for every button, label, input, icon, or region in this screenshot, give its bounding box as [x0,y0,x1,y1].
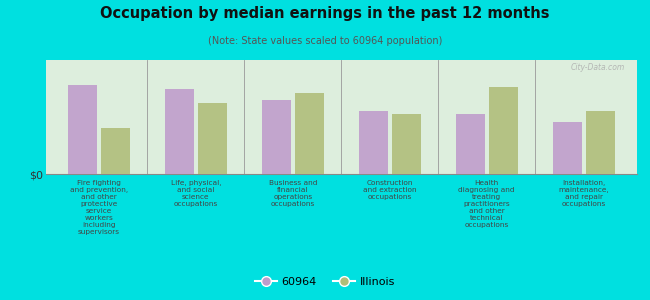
Text: City-Data.com: City-Data.com [571,63,625,72]
Bar [489,87,518,174]
Text: Business and
financial
operations
occupations: Business and financial operations occupa… [268,180,317,207]
Text: Life, physical,
and social
science
occupations: Life, physical, and social science occup… [170,180,221,207]
Text: Installation,
maintenance,
and repair
occupations: Installation, maintenance, and repair oc… [558,180,609,207]
Text: Health
diagnosing and
treating
practitioners
and other
technical
occupations: Health diagnosing and treating practitio… [458,180,515,228]
Bar [101,128,130,174]
Text: Occupation by median earnings in the past 12 months: Occupation by median earnings in the pas… [100,6,550,21]
Bar [294,93,324,174]
Bar [164,89,194,174]
Bar [262,100,291,174]
Bar [392,114,421,174]
Bar [456,114,485,174]
Text: (Note: State values scaled to 60964 population): (Note: State values scaled to 60964 popu… [208,36,442,46]
Bar [198,103,227,174]
Text: Construction
and extraction
occupations: Construction and extraction occupations [363,180,417,200]
Bar [586,111,615,174]
Legend: 60964, Illinois: 60964, Illinois [250,273,400,291]
Text: Fire fighting
and prevention,
and other
protective
service
workers
including
sup: Fire fighting and prevention, and other … [70,180,128,235]
Bar [359,111,388,174]
Bar [68,85,97,174]
Bar [552,122,582,174]
